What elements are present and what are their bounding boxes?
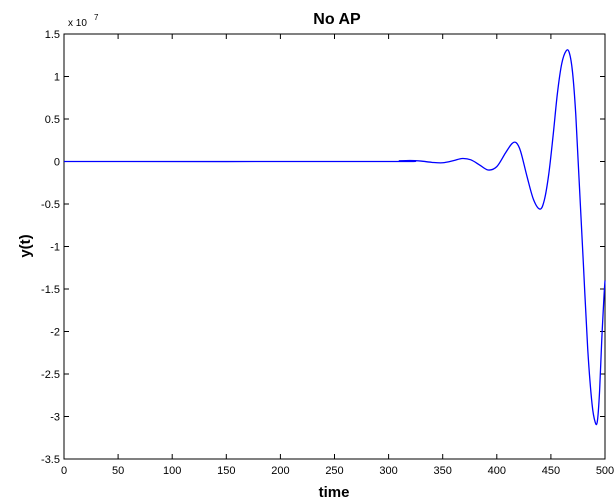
y-axis-ticks: 1.5 1 0.5 0 -0.5 -1 -1.5 -2 -2.5 -3 -3.5 [41,29,605,466]
y-tick-label: -1 [50,242,60,254]
chart-title: No AP [313,11,361,28]
y-tick-label: -1.5 [41,284,60,296]
y-tick-label: -2 [50,327,60,339]
x-tick-label: 200 [271,465,289,477]
x-axis-ticks: 0 50 100 150 200 250 300 350 400 450 500 [61,34,614,477]
y-scale-exponent: 7 [94,13,99,22]
x-tick-label: 150 [217,465,235,477]
x-tick-label: 0 [61,465,67,477]
y-scale-label: x 10 [68,18,87,29]
x-axis-label: time [319,484,350,501]
series-line [63,49,606,426]
x-tick-label: 400 [488,465,506,477]
x-tick-label: 100 [163,465,181,477]
plot-area [63,33,606,460]
y-tick-label: 0.5 [45,114,60,126]
y-tick-label: -3.5 [41,454,60,466]
x-tick-label: 500 [596,465,614,477]
y-axis-label: y(t) [17,234,34,257]
y-tick-label: 1.5 [45,29,60,41]
x-tick-label: 350 [434,465,452,477]
y-tick-label: -2.5 [41,369,60,381]
y-tick-label: 1 [54,72,60,84]
x-tick-label: 50 [112,465,124,477]
y-tick-label: -0.5 [41,199,60,211]
x-tick-label: 300 [379,465,397,477]
y-tick-label: -3 [50,412,60,424]
x-tick-label: 450 [542,465,560,477]
y-tick-label: 0 [54,157,60,169]
x-tick-label: 250 [325,465,343,477]
